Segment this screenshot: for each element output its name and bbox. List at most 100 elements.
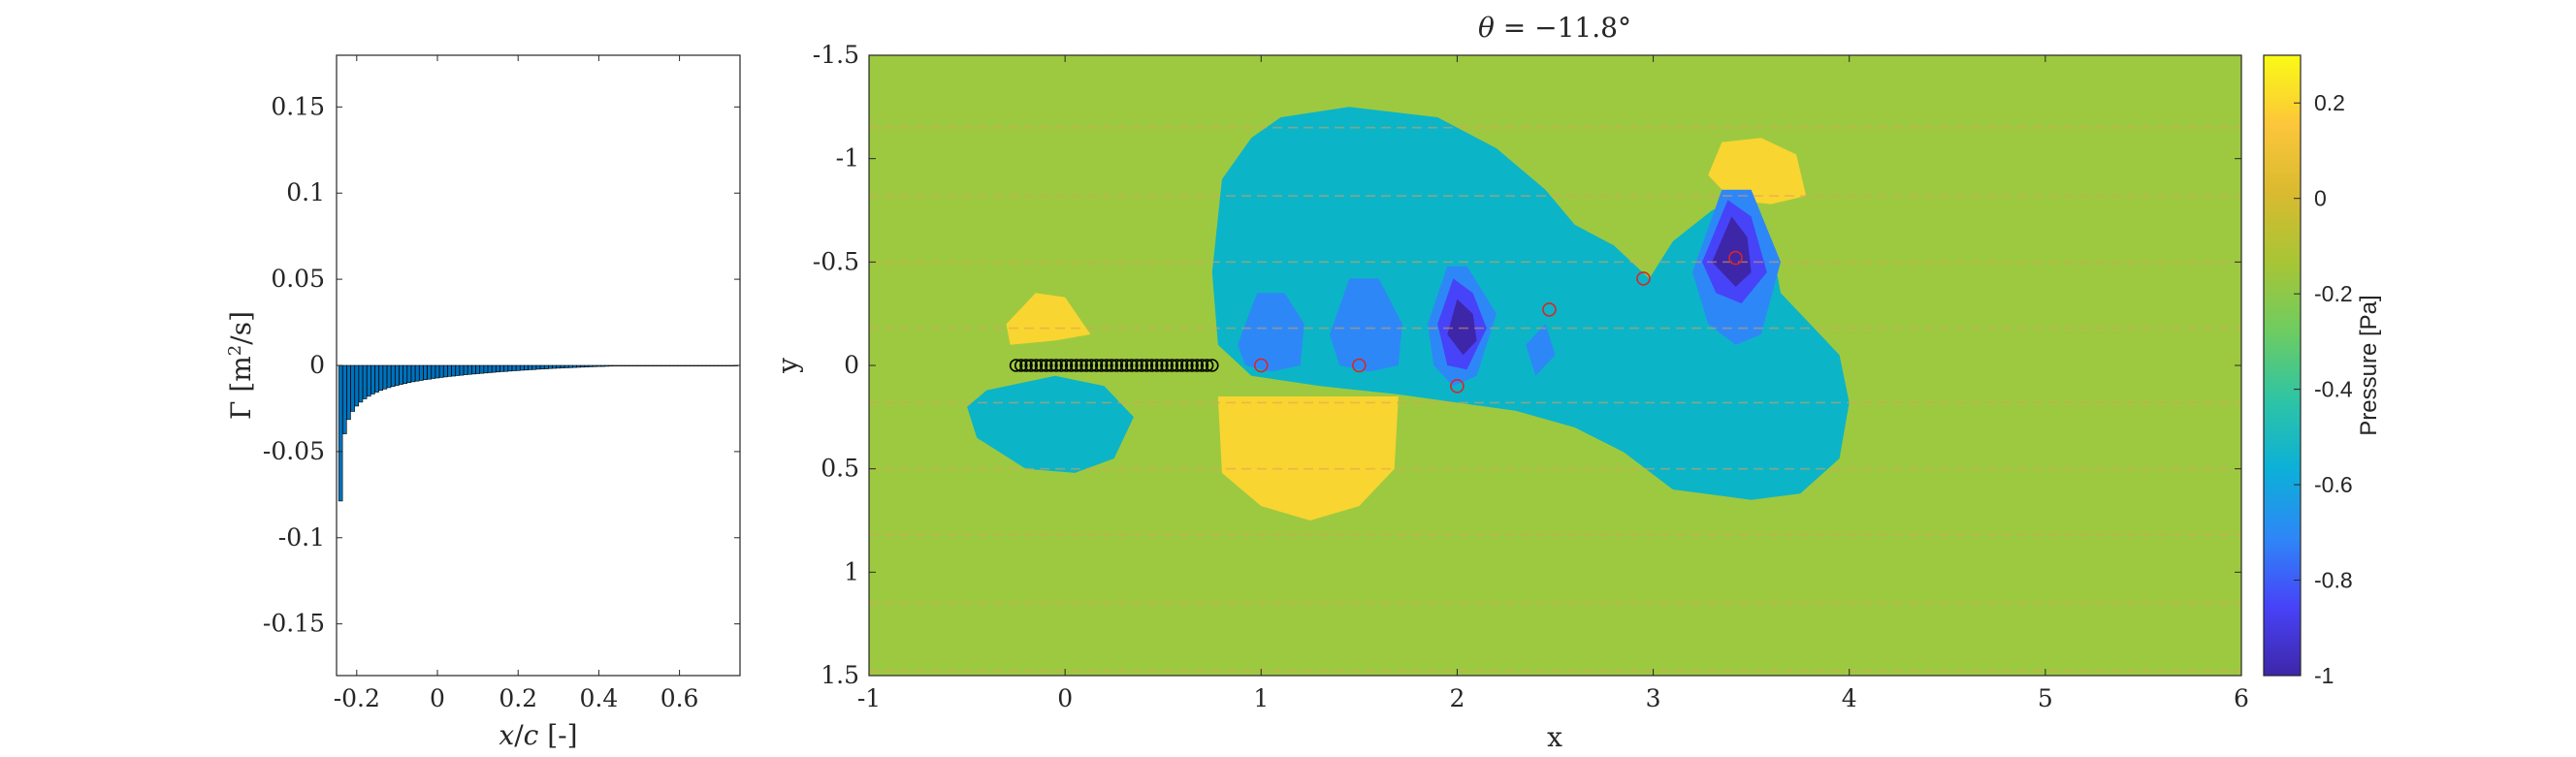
plate-point: [1034, 359, 1048, 372]
colorbar-title: Pressure [Pa]: [2356, 295, 2382, 435]
bar: [342, 364, 347, 434]
bar: [350, 364, 355, 412]
bar: [524, 364, 529, 371]
region-wake-low-pressure: [1211, 107, 1850, 500]
right-x-label: x: [1547, 721, 1562, 753]
bar: [503, 364, 508, 372]
x-tick-label: -1: [857, 684, 881, 712]
bar: [419, 364, 424, 381]
plate-point: [1165, 359, 1179, 372]
bar: [443, 364, 448, 378]
plate-point: [1100, 359, 1113, 372]
right-ticks: -1 0 1 2 3 4 5 6 -1.5 -1 -0.5 0 0.5 1 1.5: [813, 41, 2249, 712]
plate-point: [1149, 359, 1164, 372]
y-tick-label: -0.15: [263, 610, 325, 638]
bar: [435, 364, 440, 379]
bar: [499, 364, 504, 372]
left-x-label: x/c [-]: [499, 719, 577, 751]
y-tick-label: 0: [844, 351, 859, 379]
bar: [382, 364, 388, 390]
vortex-marker: [1352, 358, 1367, 373]
plate-point: [1135, 359, 1148, 372]
bar: [507, 364, 513, 372]
pressure-field-chart: -1 0 1 2 3 4 5 6 -1.5 -1 -0.5 0 0.5 1 1.5 θ = −11.8° x…: [772, 12, 2249, 753]
plate-point: [1014, 359, 1028, 372]
bar: [625, 364, 629, 366]
bar: [681, 364, 687, 366]
region-upstream-high-pressure: [1006, 293, 1091, 345]
colorbar: 0.2 0 -0.2 -0.4 -0.6 -0.8 -1 Pressure [Pa]: [2263, 54, 2382, 688]
bar: [685, 364, 691, 366]
bar: [584, 364, 590, 367]
bar: [572, 364, 577, 368]
x-tick-label: 0.6: [660, 684, 699, 712]
bar: [515, 364, 521, 371]
bar: [705, 364, 710, 366]
bar: [673, 364, 678, 366]
bar: [378, 364, 384, 392]
y-tick-label: 0.05: [271, 265, 325, 293]
bar: [491, 364, 497, 373]
plate-point: [1009, 359, 1023, 372]
bar: [628, 364, 633, 366]
bar: [511, 364, 517, 371]
plate-point: [1024, 359, 1038, 372]
x-tick-label: 5: [2038, 684, 2053, 712]
plate-point: [1160, 359, 1174, 372]
region-top-high-pressure: [1708, 138, 1807, 205]
plate-point: [1059, 359, 1074, 372]
vortex-marker: [1636, 271, 1651, 286]
bar: [535, 364, 541, 370]
bar: [427, 364, 432, 380]
y-tick-label: 0.15: [271, 92, 325, 120]
bar: [544, 364, 549, 369]
bar: [660, 364, 666, 366]
colorbar-tick-label: -0.4: [2314, 377, 2353, 402]
plate-point: [1155, 359, 1169, 372]
bar: [713, 364, 719, 366]
x-tick-label: -0.2: [334, 684, 380, 712]
region-vortex-1: [1238, 293, 1304, 372]
bar: [479, 364, 485, 374]
bar: [487, 364, 493, 373]
flow-streaks: [869, 55, 2241, 673]
bar: [580, 364, 586, 368]
x-tick-label: 1: [1253, 684, 1269, 712]
plate-point: [1140, 359, 1154, 372]
plate-point: [1039, 359, 1053, 372]
bar: [354, 364, 360, 407]
bar: [463, 364, 468, 375]
plate-point: [1084, 359, 1099, 372]
bar: [564, 364, 569, 368]
bar: [423, 364, 428, 381]
bar: [689, 364, 694, 366]
bar: [645, 364, 650, 366]
region-vortex-3b: [1526, 324, 1556, 376]
bar: [471, 364, 476, 375]
right-title: θ = −11.8°: [1478, 12, 1631, 44]
bar: [669, 364, 674, 366]
colorbar-tick-label: -1: [2314, 663, 2334, 688]
bar: [722, 364, 726, 366]
plate-point: [1170, 359, 1184, 372]
y-tick-label: -1: [836, 144, 859, 173]
plate-point: [1019, 359, 1033, 372]
bar: [338, 364, 343, 502]
vortex-marker: [1253, 358, 1269, 373]
region-vortex-4-inner: [1712, 216, 1752, 287]
bar: [455, 364, 461, 376]
bar: [697, 364, 702, 366]
bar: [402, 364, 407, 384]
colorbar-tick-label: 0.2: [2314, 90, 2345, 115]
bar: [539, 364, 545, 370]
bar: [701, 364, 706, 366]
region-underside-high-pressure: [1217, 396, 1399, 520]
vortex-markers: [1253, 250, 1743, 394]
bar: [692, 364, 698, 366]
x-tick-label: 4: [1842, 684, 1857, 712]
y-tick-label: -0.05: [263, 437, 325, 465]
x-tick-label: 3: [1646, 684, 1661, 712]
y-tick-label: -0.5: [813, 247, 859, 275]
x-tick-label: 0.4: [580, 684, 619, 712]
left-y-label: Γ [m2/s]: [225, 311, 258, 420]
